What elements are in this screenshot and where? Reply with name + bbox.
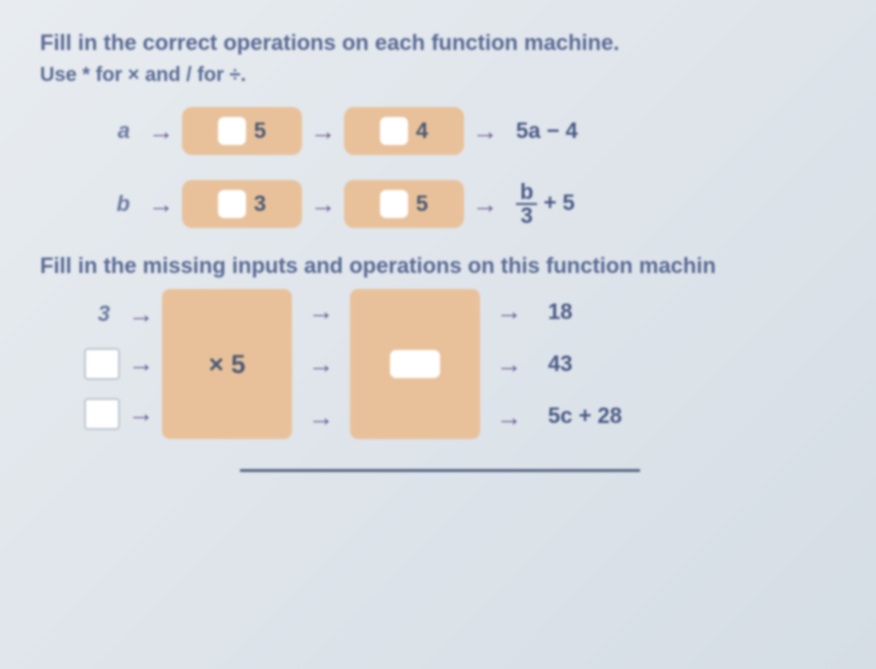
machine1-box2-value: 4	[416, 118, 428, 144]
divider-line	[240, 469, 640, 472]
big-output3: 5c + 28	[548, 401, 622, 431]
arrow-icon: →	[308, 402, 334, 433]
big-input-stack: 3 → → →	[80, 299, 162, 430]
machine1-output: 5a − 4	[516, 118, 578, 144]
arrow-icon: →	[148, 189, 174, 220]
instruction-2: Use * for × and / for ÷.	[40, 64, 836, 87]
arrow-icon: →	[148, 116, 174, 147]
big-box1-label: × 5	[209, 349, 246, 380]
big-input3-blank[interactable]	[84, 398, 120, 430]
arrow-icon: →	[472, 189, 498, 220]
arrow-icon: →	[128, 398, 154, 429]
machine2-input: b	[100, 191, 130, 217]
arrow-icon: →	[128, 299, 154, 330]
machine2-output-den: 3	[517, 205, 537, 227]
machine2-box1-value: 3	[254, 191, 266, 217]
machine1-box2-blank[interactable]	[380, 117, 408, 145]
function-machine-2: b → 3 → 5 → b 3 + 5	[100, 180, 836, 228]
arrow-icon: →	[496, 402, 522, 433]
big-output1: 18	[548, 297, 622, 327]
arrow-icon: →	[496, 296, 522, 327]
arrow-icon: →	[308, 296, 334, 327]
big-input2-blank[interactable]	[84, 348, 120, 380]
machine1-box1-blank[interactable]	[218, 117, 246, 145]
instruction-1: Fill in the correct operations on each f…	[40, 30, 836, 56]
arrow-icon: →	[308, 349, 334, 380]
big-input1: 3	[80, 301, 110, 327]
big-output-stack: 18 43 5c + 28	[548, 297, 622, 431]
arrow-icon: →	[310, 189, 336, 220]
machine2-box1: 3	[182, 180, 302, 228]
arrow-icon: →	[310, 116, 336, 147]
function-machine-3: 3 → → → × 5 → → → → → → 18 43 5c + 28	[80, 289, 836, 439]
arrow-icon: →	[472, 116, 498, 147]
big-output2: 43	[548, 349, 622, 379]
machine2-box2-blank[interactable]	[380, 190, 408, 218]
arrow-stack-2: → → →	[488, 296, 530, 433]
arrow-icon: →	[496, 349, 522, 380]
function-machine-1: a → 5 → 4 → 5a − 4	[100, 107, 836, 155]
machine2-output-num: b	[516, 181, 537, 205]
arrow-icon: →	[128, 348, 154, 379]
machine1-box1: 5	[182, 107, 302, 155]
machine1-box2: 4	[344, 107, 464, 155]
big-box2	[350, 289, 480, 439]
big-box1: × 5	[162, 289, 292, 439]
arrow-stack-1: → → →	[300, 296, 342, 433]
machine1-input: a	[100, 118, 130, 144]
machine2-output-rest: + 5	[544, 190, 575, 215]
machine1-box1-value: 5	[254, 118, 266, 144]
instruction-3: Fill in the missing inputs and operation…	[40, 253, 836, 279]
big-box2-blank[interactable]	[390, 350, 440, 378]
machine2-box2-value: 5	[416, 191, 428, 217]
machine2-output: b 3 + 5	[516, 181, 575, 227]
machine2-box1-blank[interactable]	[218, 190, 246, 218]
machine2-box2: 5	[344, 180, 464, 228]
